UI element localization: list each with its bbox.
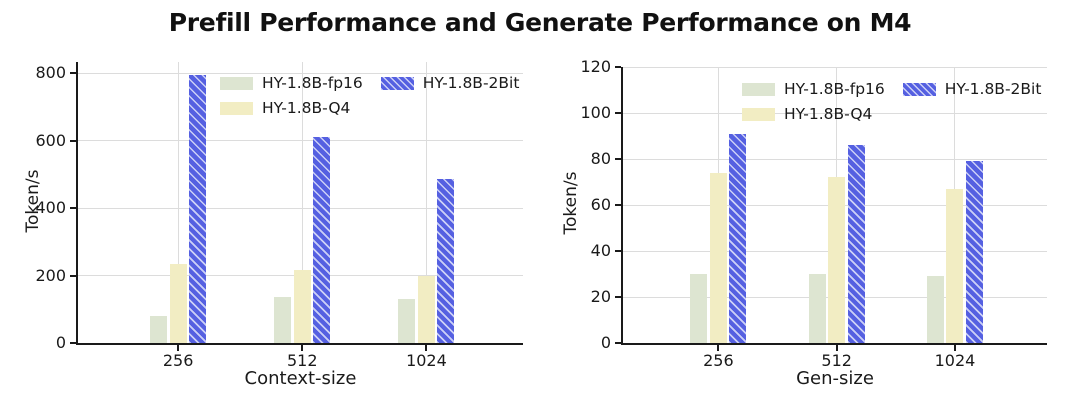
legend: HY-1.8B-fp16 HY-1.8B-Q4 HY-1.8B-2Bit [742, 80, 1041, 123]
y-tick-mark [70, 207, 76, 210]
y-tick-mark [70, 72, 76, 75]
bar-HY-1.8B-fp16 [274, 297, 292, 343]
legend-swatch-icon [220, 76, 253, 90]
legend-item-HY-1.8B-2Bit: HY-1.8B-2Bit [902, 80, 1042, 98]
bar-HY-1.8B-2Bit [313, 137, 331, 343]
y-tick-mark [615, 342, 621, 344]
gridline-horizontal [78, 140, 523, 142]
y-tick-label: 600 [35, 130, 66, 150]
x-axis-label: Gen-size [796, 368, 874, 389]
x-tick-mark [177, 345, 180, 351]
y-axis-label: Token/s [561, 171, 581, 235]
y-tick-label: 80 [590, 149, 611, 168]
gridline-horizontal [623, 158, 1047, 160]
legend-item-HY-1.8B-Q4: HY-1.8B-Q4 [220, 99, 363, 117]
legend-swatch-icon [220, 101, 253, 115]
x-tick-mark [301, 345, 304, 351]
y-tick-mark [70, 274, 76, 277]
x-tick-mark [425, 345, 428, 351]
y-tick-mark [615, 112, 621, 114]
x-tick-label: 512 [286, 351, 318, 370]
plot-area [76, 62, 523, 345]
x-tick-mark [717, 345, 720, 351]
y-tick-label: 100 [580, 103, 611, 122]
y-tick-mark [615, 250, 621, 252]
bar-HY-1.8B-2Bit [437, 179, 455, 343]
legend-item-HY-1.8B-2Bit: HY-1.8B-2Bit [380, 74, 520, 92]
y-tick-label: 800 [35, 63, 66, 83]
gridline-horizontal [78, 72, 523, 74]
bar-HY-1.8B-2Bit [729, 133, 747, 343]
legend-swatch-icon [742, 107, 775, 121]
x-tick-label: 1024 [934, 351, 976, 370]
x-tick-label: 256 [703, 351, 734, 370]
y-tick-label: 200 [35, 265, 66, 285]
bar-HY-1.8B-Q4 [946, 188, 964, 343]
x-tick-label: 1024 [406, 351, 447, 370]
bar-HY-1.8B-Q4 [828, 177, 846, 343]
bar-HY-1.8B-2Bit [847, 145, 865, 343]
x-tick-mark [835, 345, 838, 351]
y-tick-label: 60 [590, 195, 611, 214]
legend-label: HY-1.8B-fp16 [784, 80, 885, 98]
legend-label: HY-1.8B-2Bit [422, 74, 520, 92]
y-tick-mark [615, 296, 621, 298]
x-axis-label: Context-size [244, 368, 357, 389]
y-tick-mark [615, 204, 621, 206]
legend: HY-1.8B-fp16 HY-1.8B-Q4 HY-1.8B-2Bit [220, 74, 519, 117]
y-tick-label: 40 [590, 241, 611, 260]
legend-label: HY-1.8B-2Bit [944, 80, 1042, 98]
bar-HY-1.8B-fp16 [808, 274, 826, 343]
y-tick-mark [615, 158, 621, 160]
legend-swatch-icon [742, 82, 775, 96]
bar-HY-1.8B-fp16 [398, 299, 416, 343]
legend-item-HY-1.8B-fp16: HY-1.8B-fp16 [742, 80, 885, 98]
x-tick-label: 256 [162, 351, 194, 370]
y-tick-mark [70, 342, 76, 344]
gridline-horizontal [623, 112, 1047, 114]
legend-label: HY-1.8B-Q4 [784, 105, 873, 123]
gridline-horizontal [623, 66, 1047, 68]
bar-HY-1.8B-Q4 [169, 263, 187, 343]
y-tick-mark [70, 139, 76, 142]
x-tick-mark [953, 345, 956, 351]
bar-HY-1.8B-Q4 [709, 172, 727, 343]
y-tick-label: 120 [580, 57, 611, 76]
y-tick-label: 400 [35, 198, 66, 218]
gridline-vertical [301, 62, 303, 343]
figure-title: Prefill Performance and Generate Perform… [168, 8, 912, 37]
bar-HY-1.8B-fp16 [926, 276, 944, 343]
y-tick-label: 0 [55, 333, 66, 352]
legend-item-HY-1.8B-fp16: HY-1.8B-fp16 [220, 74, 363, 92]
y-tick-label: 20 [590, 287, 611, 306]
bar-HY-1.8B-2Bit [965, 161, 983, 343]
plot-area [621, 67, 1047, 345]
bar-HY-1.8B-Q4 [293, 270, 311, 343]
legend-label: HY-1.8B-fp16 [262, 74, 363, 92]
gridline-horizontal [78, 207, 523, 209]
y-tick-mark [615, 66, 621, 68]
y-axis-label: Token/s [23, 169, 43, 233]
y-tick-label: 0 [600, 333, 611, 352]
legend-item-HY-1.8B-Q4: HY-1.8B-Q4 [742, 105, 885, 123]
bar-HY-1.8B-2Bit [189, 75, 207, 343]
bar-HY-1.8B-fp16 [150, 316, 168, 343]
x-tick-label: 512 [821, 351, 852, 370]
bar-HY-1.8B-Q4 [417, 275, 435, 343]
legend-swatch-icon [380, 76, 414, 90]
bar-HY-1.8B-fp16 [690, 274, 708, 343]
legend-swatch-icon [902, 82, 936, 96]
gridline-vertical [177, 62, 179, 343]
legend-label: HY-1.8B-Q4 [262, 99, 351, 117]
gridline-vertical [425, 62, 427, 343]
